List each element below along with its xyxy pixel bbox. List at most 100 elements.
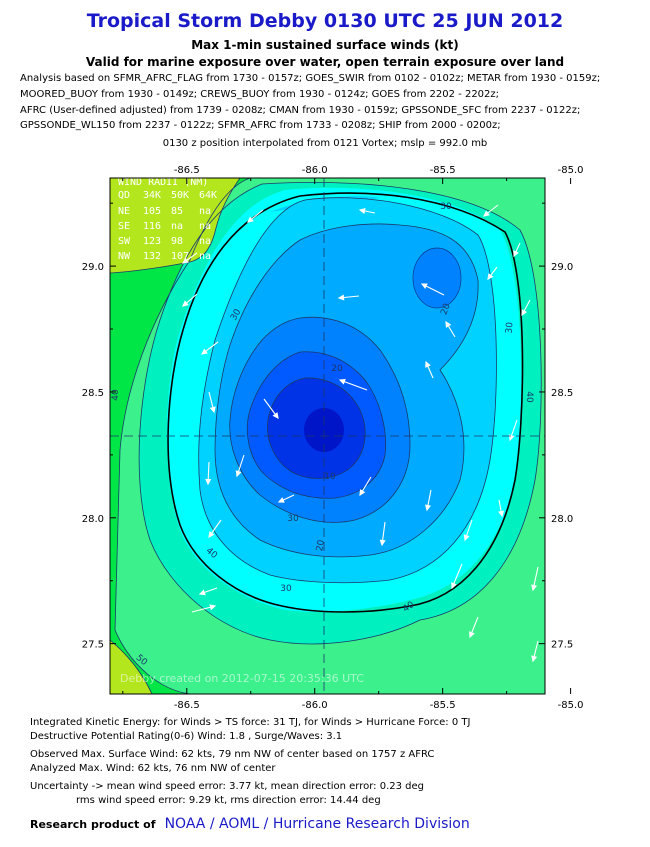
lon-label-top: -86.0 bbox=[302, 165, 328, 176]
research-credit: Research product of NOAA / AOML / Hurric… bbox=[30, 813, 470, 832]
lat-label-left: 27.5 bbox=[82, 640, 104, 651]
wind-arrow bbox=[483, 204, 499, 217]
contour-34kt bbox=[167, 192, 524, 613]
wind-radii-col: 50K bbox=[171, 190, 189, 201]
lon-label-bottom: -85.5 bbox=[430, 700, 456, 710]
wind-radii-cell: na bbox=[199, 206, 211, 217]
wind-radii-header: WIND RADII (NM) bbox=[118, 177, 208, 188]
wind-radii-cell: na bbox=[199, 251, 211, 262]
contour-label: 30 bbox=[287, 514, 299, 524]
dpr-text: Destructive Potential Rating(0-6) Wind: … bbox=[30, 731, 343, 742]
wind-radii-cell: 85 bbox=[171, 206, 183, 217]
source-line-4: GPSSONDE_WL150 from 2237 - 0122z; SFMR_A… bbox=[20, 120, 501, 131]
wind-arrow bbox=[277, 494, 295, 503]
contour-label: 20 bbox=[315, 539, 327, 552]
contour-label: 30 bbox=[440, 202, 452, 212]
wind-arrow bbox=[463, 519, 473, 542]
wind-radii-col: 34K bbox=[143, 190, 161, 201]
lat-label-left: 28.5 bbox=[82, 388, 104, 399]
wind-radii-cell: 98 bbox=[171, 236, 183, 247]
lon-label-top: -86.5 bbox=[174, 165, 200, 176]
map-watermark: Debby created on 2012-07-15 20:35:36 UTC bbox=[120, 672, 364, 685]
source-line-2: MOORED_BUOY from 1930 - 0149z; CREWS_BUO… bbox=[20, 89, 500, 100]
wind-radii-cell: SW bbox=[118, 236, 131, 247]
wind-radii-cell: NW bbox=[118, 251, 131, 262]
lat-label-right: 29.0 bbox=[551, 262, 573, 273]
research-label: Research product of bbox=[30, 818, 156, 831]
axis-ticks bbox=[110, 178, 572, 694]
wind-radii-cell: 123 bbox=[143, 236, 161, 247]
wind-arrow bbox=[445, 320, 456, 338]
wind-arrow bbox=[200, 341, 219, 355]
wind-arrow bbox=[469, 616, 479, 639]
uncertainty-text-2: rms wind speed error: 9.29 kt, rms direc… bbox=[76, 795, 381, 806]
org-link[interactable]: NOAA / AOML / Hurricane Research Divisio… bbox=[164, 816, 470, 832]
ne-minimum-inner bbox=[412, 247, 462, 309]
wind-arrow bbox=[487, 266, 498, 281]
position-note: 0130 z position interpolated from 0121 V… bbox=[162, 138, 488, 149]
wind-arrow bbox=[208, 519, 222, 539]
wind-radii-cell: na bbox=[199, 236, 211, 247]
wind-arrow bbox=[531, 640, 539, 663]
wind-arrow bbox=[513, 242, 521, 258]
wind-arrow bbox=[205, 461, 212, 486]
wind-arrow bbox=[498, 499, 505, 518]
contour-label: 20 bbox=[439, 302, 452, 316]
lat-label-right: 28.0 bbox=[551, 514, 573, 525]
wind-radii-cell: NE bbox=[118, 206, 130, 217]
map-title: Tropical Storm Debby 0130 UTC 25 JUN 201… bbox=[86, 10, 564, 32]
wind-radii-cell: na bbox=[199, 221, 211, 232]
wind-arrow bbox=[508, 419, 518, 442]
axis-labels: -86.5 -86.5 -86.0 -86.0 -85.5 -85.5 -85.0 -85.0… bbox=[82, 165, 584, 710]
wind-arrow bbox=[337, 294, 360, 301]
lat-label-left: 29.0 bbox=[82, 262, 104, 273]
wind-arrow bbox=[521, 299, 531, 317]
lat-label-right: 27.5 bbox=[551, 640, 573, 651]
lon-label-top: -85.5 bbox=[430, 165, 456, 176]
wind-vectors bbox=[181, 204, 539, 663]
contour-label: 40 bbox=[111, 389, 121, 401]
wind-radii-table: WIND RADII (NM) QD 34K 50K 64K NE 105 85 na SE 116… bbox=[118, 177, 217, 262]
wind-arrow bbox=[182, 293, 198, 307]
contour-label: 30 bbox=[280, 584, 292, 594]
contour-label: 40 bbox=[524, 391, 534, 403]
wind-arrow bbox=[424, 489, 432, 512]
wind-radii-col: QD bbox=[118, 190, 130, 201]
wind-radii-cell: 116 bbox=[143, 221, 161, 232]
wind-arrow bbox=[358, 207, 376, 214]
wind-arrow bbox=[531, 566, 539, 592]
plot-frame bbox=[109, 177, 546, 695]
lat-label-right: 28.5 bbox=[551, 388, 573, 399]
wind-arrow bbox=[235, 454, 245, 478]
wind-arrow bbox=[359, 476, 372, 497]
ike-text: Integrated Kinetic Energy: for Winds > T… bbox=[30, 717, 471, 728]
source-line-3: AFRC (User-defined adjusted) from 1739 -… bbox=[20, 105, 581, 116]
wind-radii-col: 64K bbox=[199, 190, 217, 201]
source-line-1: Analysis based on SFMR_AFRC_FLAG from 17… bbox=[20, 73, 601, 84]
wind-radii-cell: na bbox=[171, 221, 183, 232]
band-35-n bbox=[270, 196, 380, 212]
lon-label-bottom: -86.0 bbox=[302, 700, 328, 710]
wind-arrow bbox=[181, 252, 198, 264]
observed-max-text: Observed Max. Surface Wind: 62 kts, 79 n… bbox=[30, 749, 435, 760]
contour-label: 10 bbox=[324, 472, 336, 482]
contour-label: 20 bbox=[331, 364, 343, 374]
map-subtitle: Max 1-min sustained surface winds (kt) bbox=[191, 38, 459, 52]
lon-label-top: -85.0 bbox=[558, 165, 584, 176]
map-subtitle-2: Valid for marine exposure over water, op… bbox=[85, 55, 565, 69]
wind-arrow bbox=[338, 378, 368, 391]
band-50-sw bbox=[110, 640, 152, 694]
lat-label-left: 28.0 bbox=[82, 514, 104, 525]
wind-arrow bbox=[425, 360, 434, 379]
wind-arrow bbox=[263, 398, 279, 420]
wind-arrow bbox=[208, 391, 216, 414]
wind-arrow bbox=[451, 563, 463, 590]
wind-arrow bbox=[247, 209, 264, 223]
analyzed-max-text: Analyzed Max. Wind: 62 kts, 76 nm NW of … bbox=[30, 763, 276, 774]
wind-radii-cell: 105 bbox=[143, 206, 161, 217]
wind-radii-cell: 132 bbox=[143, 251, 161, 262]
wind-radii-cell: SE bbox=[118, 221, 130, 232]
wind-arrow bbox=[191, 604, 217, 613]
